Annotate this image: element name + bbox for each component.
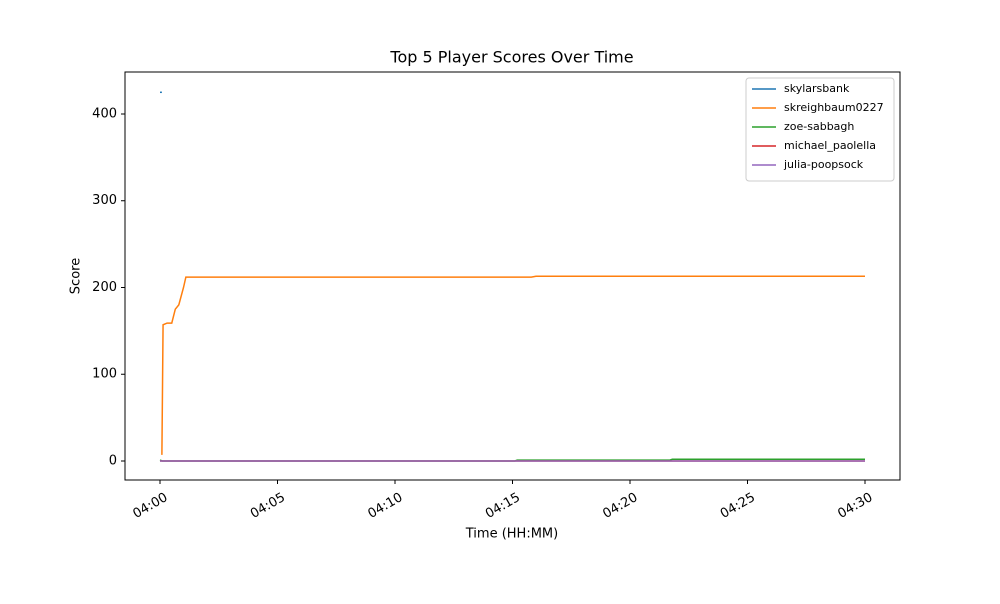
legend-label: skylarsbank [784,82,850,95]
series-line [161,275,865,455]
y-tick-label: 200 [92,280,117,295]
legend-label: michael_paolella [784,139,876,152]
y-tick-label: 0 [109,454,117,469]
y-axis-label: Score [69,258,84,294]
y-tick-label: 400 [92,106,117,121]
x-axis-label: Time (HH:MM) [465,527,558,542]
axes-frame [124,71,901,481]
y-tick-label: 100 [92,367,117,382]
legend-label: julia-poopsock [783,158,864,171]
y-tick-label: 300 [92,193,117,208]
chart-title: Top 5 Player Scores Over Time [389,48,633,67]
legend-label: skreighbaum0227 [784,101,884,114]
legend-box [745,77,895,182]
legend-label: zoe-sabbagh [784,120,854,133]
